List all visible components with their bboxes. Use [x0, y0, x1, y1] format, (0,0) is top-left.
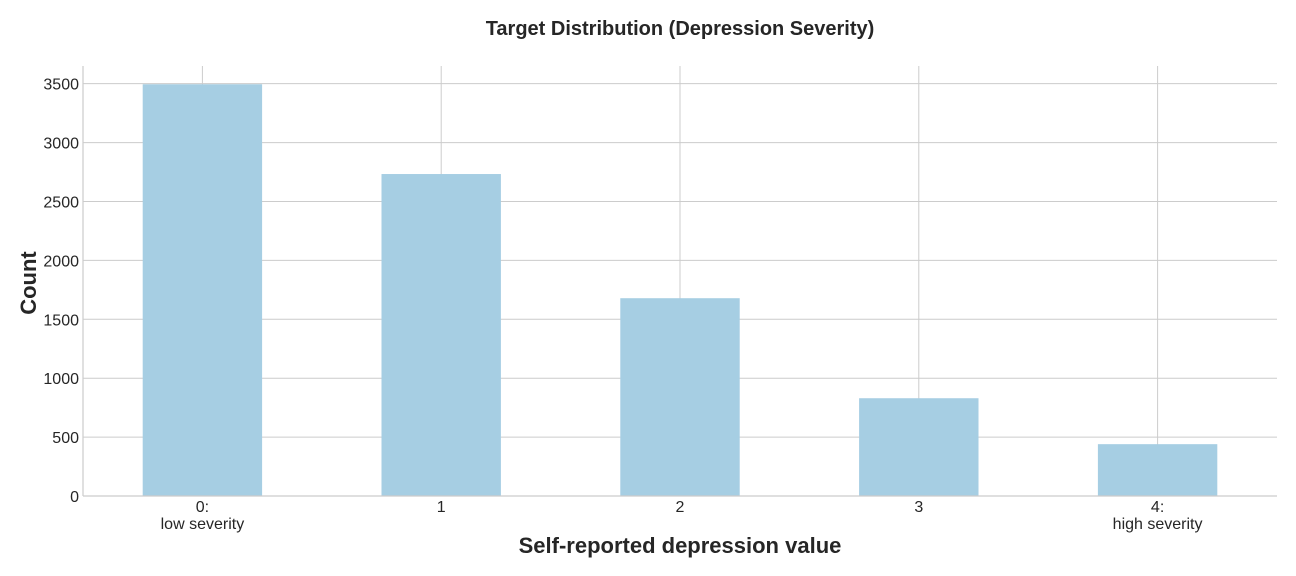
x-axis-label: Self-reported depression value	[519, 533, 842, 558]
bar	[142, 84, 263, 496]
chart-title: Target Distribution (Depression Severity…	[486, 18, 875, 40]
x-tick-label: 3	[914, 499, 923, 516]
y-tick-label: 2000	[43, 253, 79, 270]
y-ticks: 0 500 1000 1500 2000 2500 3000 3500	[43, 77, 79, 506]
x-tick-label: 4: high severity	[1113, 499, 1203, 533]
grid	[83, 66, 1277, 496]
y-tick-label: 0	[70, 489, 79, 506]
y-tick-label: 2500	[43, 194, 79, 211]
bar	[859, 398, 979, 496]
y-tick-label: 3000	[43, 136, 79, 153]
x-ticks: 0: low severity 1 2 3 4: high severity	[161, 499, 1203, 533]
axes-spines	[82, 66, 1277, 497]
bar	[381, 174, 501, 496]
bar	[1097, 444, 1218, 496]
x-tick-label: 1	[437, 499, 446, 516]
bars	[142, 84, 1218, 496]
x-tick-label: 0: low severity	[161, 499, 245, 533]
y-tick-label: 1000	[43, 371, 79, 388]
x-tick-label: 2	[676, 499, 685, 516]
y-axis-label: Count	[16, 251, 41, 315]
y-tick-label: 3500	[43, 77, 79, 94]
y-tick-label: 1500	[43, 312, 79, 329]
bar	[620, 298, 740, 496]
y-tick-label: 500	[52, 430, 79, 447]
